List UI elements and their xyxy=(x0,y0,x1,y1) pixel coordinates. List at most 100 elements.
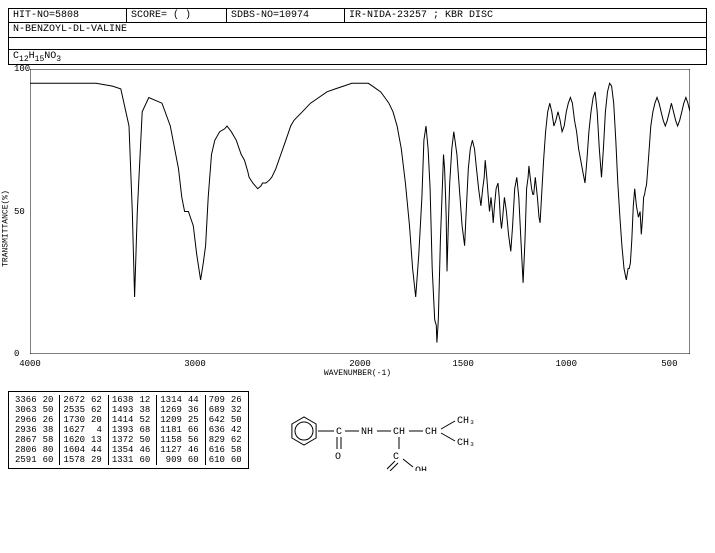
peak-intensity: 38 xyxy=(40,425,60,435)
peak-wavenumber: 1314 xyxy=(157,395,185,405)
spectrum-svg xyxy=(30,69,690,354)
svg-text:CH: CH xyxy=(393,427,405,438)
peak-wavenumber: 3063 xyxy=(12,405,40,415)
peak-intensity: 29 xyxy=(88,455,108,465)
peak-intensity: 25 xyxy=(185,415,205,425)
peak-intensity: 52 xyxy=(136,415,156,425)
peak-intensity: 60 xyxy=(185,455,205,465)
peak-wavenumber: 1372 xyxy=(108,435,136,445)
hit-no: HIT-NO=5808 xyxy=(9,9,127,22)
sdbs-no: SDBS-NO=10974 xyxy=(227,9,345,22)
formula-N: N xyxy=(44,51,50,62)
peak-table: 3366202672621638121314447092630635025356… xyxy=(8,391,249,469)
peak-wavenumber: 1493 xyxy=(108,405,136,415)
peak-wavenumber: 829 xyxy=(205,435,228,445)
peak-wavenumber: 2966 xyxy=(12,415,40,425)
peak-wavenumber: 1578 xyxy=(60,455,88,465)
score: SCORE= ( ) xyxy=(127,9,227,22)
y-axis-label: TRANSMITTANCE(%) xyxy=(2,190,11,267)
peak-wavenumber: 2806 xyxy=(12,445,40,455)
peak-wavenumber: 1331 xyxy=(108,455,136,465)
x-tick: 1000 xyxy=(555,359,577,369)
peak-intensity: 60 xyxy=(40,455,60,465)
blank-row xyxy=(8,38,707,50)
peak-intensity: 32 xyxy=(228,405,245,415)
peak-wavenumber: 1181 xyxy=(157,425,185,435)
formula: C12H15N3NO3 xyxy=(8,50,707,65)
x-tick: 500 xyxy=(661,359,677,369)
peak-wavenumber: 1127 xyxy=(157,445,185,455)
structure-diagram: CONHCHCOOHCHCH₃CH₃ xyxy=(279,391,707,471)
svg-text:O: O xyxy=(335,452,341,463)
peak-wavenumber: 2591 xyxy=(12,455,40,465)
peak-wavenumber: 616 xyxy=(205,445,228,455)
peak-intensity: 60 xyxy=(228,455,245,465)
peak-intensity: 42 xyxy=(228,425,245,435)
peak-intensity: 80 xyxy=(40,445,60,455)
spectrum-chart: TRANSMITTANCE(%) 050100 4000300020001500… xyxy=(8,69,707,379)
peak-wavenumber: 1627 xyxy=(60,425,88,435)
peak-intensity: 26 xyxy=(40,415,60,425)
peak-intensity: 62 xyxy=(228,435,245,445)
x-tick: 4000 xyxy=(19,359,41,369)
peak-intensity: 38 xyxy=(136,405,156,415)
peak-wavenumber: 1393 xyxy=(108,425,136,435)
compound-name: N-BENZOYL-DL-VALINE xyxy=(8,23,707,38)
peak-wavenumber: 909 xyxy=(157,455,185,465)
peak-wavenumber: 1414 xyxy=(108,415,136,425)
peak-wavenumber: 3366 xyxy=(12,395,40,405)
y-tick: 100 xyxy=(14,64,30,74)
header-row: HIT-NO=5808 SCORE= ( ) SDBS-NO=10974 IR-… xyxy=(8,8,707,23)
peak-wavenumber: 610 xyxy=(205,455,228,465)
peak-intensity: 62 xyxy=(88,395,108,405)
peak-wavenumber: 1158 xyxy=(157,435,185,445)
peak-intensity: 50 xyxy=(136,435,156,445)
svg-text:CH₃: CH₃ xyxy=(457,416,475,427)
formula-15: 15 xyxy=(35,55,45,64)
peak-wavenumber: 1604 xyxy=(60,445,88,455)
peak-wavenumber: 1354 xyxy=(108,445,136,455)
peak-intensity: 58 xyxy=(40,435,60,445)
peak-wavenumber: 689 xyxy=(205,405,228,415)
peak-intensity: 66 xyxy=(185,425,205,435)
peak-intensity: 68 xyxy=(136,425,156,435)
x-tick: 3000 xyxy=(184,359,206,369)
svg-text:NH: NH xyxy=(361,427,373,438)
peak-intensity: 26 xyxy=(228,395,245,405)
bottom-row: 3366202672621638121314447092630635025356… xyxy=(8,391,707,471)
peak-intensity: 46 xyxy=(136,445,156,455)
peak-wavenumber: 1638 xyxy=(108,395,136,405)
peak-wavenumber: 2936 xyxy=(12,425,40,435)
peak-wavenumber: 2535 xyxy=(60,405,88,415)
peak-wavenumber: 1620 xyxy=(60,435,88,445)
formula-3: 3 xyxy=(56,55,61,64)
peak-intensity: 46 xyxy=(185,445,205,455)
y-tick: 50 xyxy=(14,207,25,217)
peak-intensity: 44 xyxy=(88,445,108,455)
peak-wavenumber: 642 xyxy=(205,415,228,425)
peak-wavenumber: 2867 xyxy=(12,435,40,445)
peak-intensity: 13 xyxy=(88,435,108,445)
peak-intensity: 20 xyxy=(40,395,60,405)
peak-intensity: 12 xyxy=(136,395,156,405)
peak-intensity: 36 xyxy=(185,405,205,415)
peak-intensity: 62 xyxy=(88,405,108,415)
x-tick: 1500 xyxy=(452,359,474,369)
peak-wavenumber: 1730 xyxy=(60,415,88,425)
peak-intensity: 44 xyxy=(185,395,205,405)
svg-text:CH₃: CH₃ xyxy=(457,438,475,449)
svg-text:C: C xyxy=(393,452,399,463)
peak-intensity: 50 xyxy=(40,405,60,415)
peak-wavenumber: 709 xyxy=(205,395,228,405)
formula-12: 12 xyxy=(19,55,29,64)
y-tick: 0 xyxy=(14,349,19,359)
svg-text:CH: CH xyxy=(425,427,437,438)
peak-intensity: 50 xyxy=(228,415,245,425)
peak-wavenumber: 1269 xyxy=(157,405,185,415)
ir-info: IR-NIDA-23257 ; KBR DISC xyxy=(345,9,706,22)
svg-text:OH: OH xyxy=(415,466,427,471)
x-axis-label: WAVENUMBER(-1) xyxy=(324,369,391,378)
peak-wavenumber: 2672 xyxy=(60,395,88,405)
peak-intensity: 58 xyxy=(228,445,245,455)
peak-intensity: 4 xyxy=(88,425,108,435)
